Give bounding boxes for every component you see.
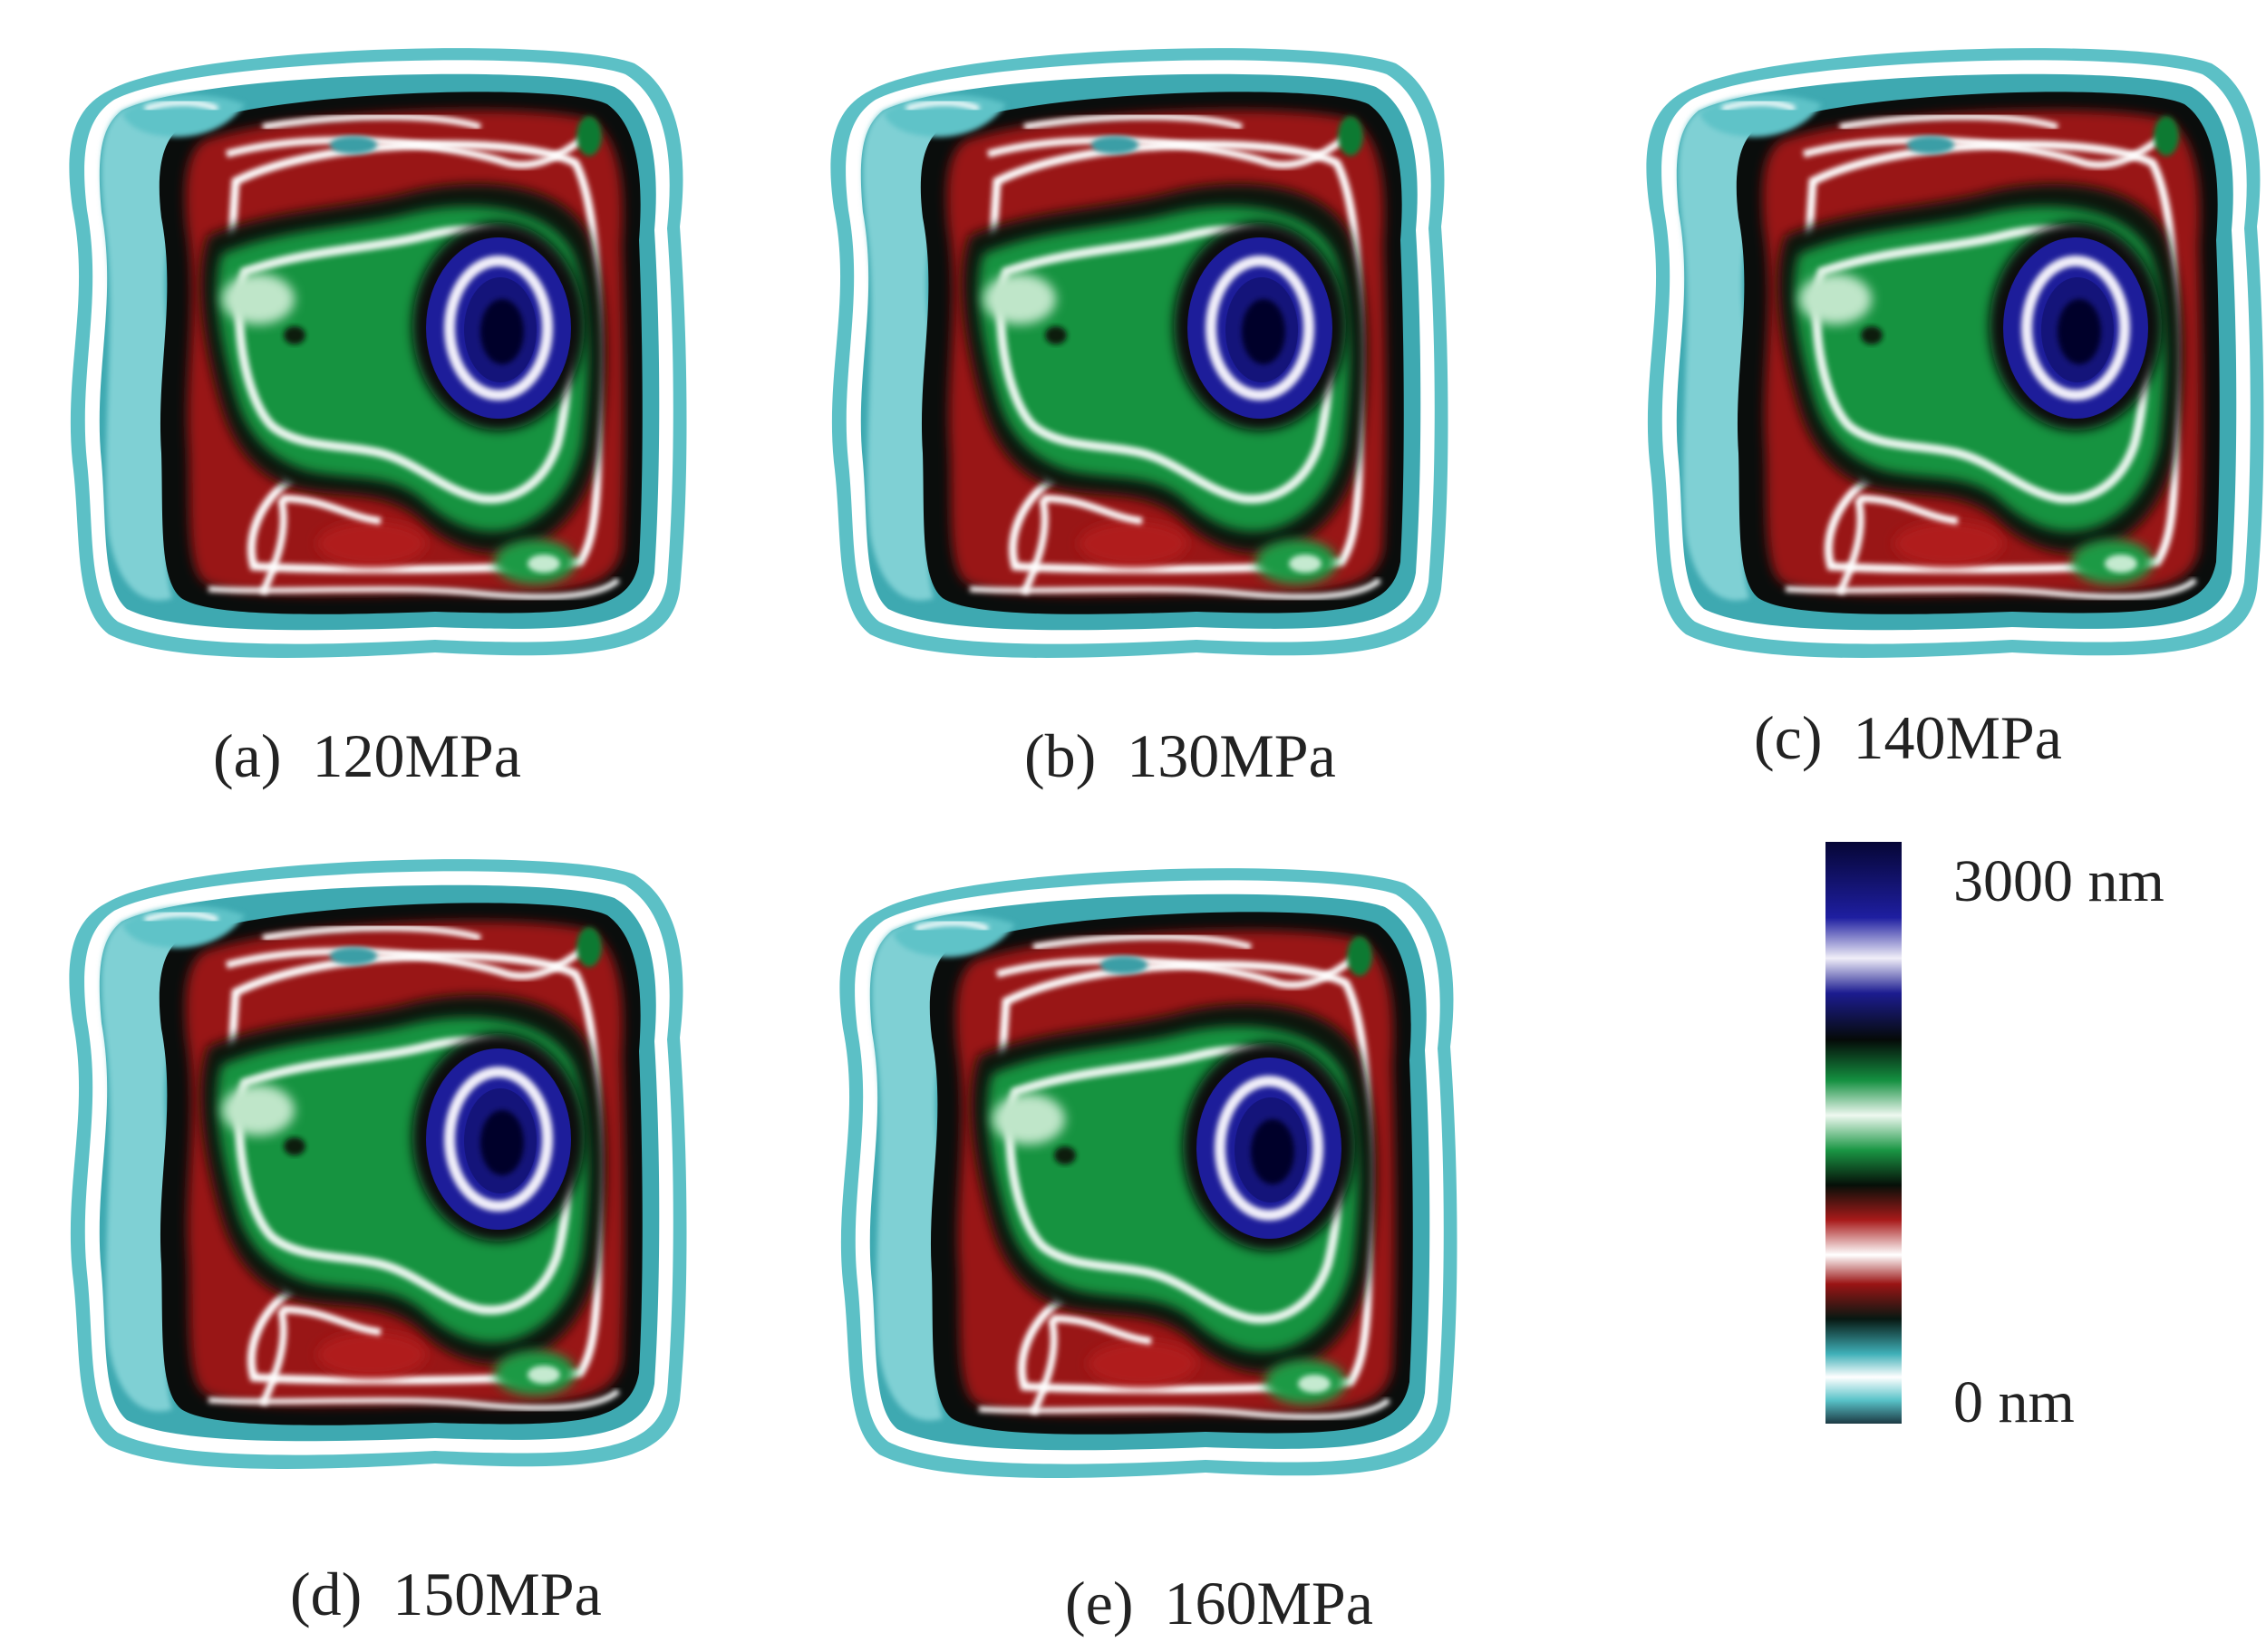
contour-map-b: [816, 27, 1450, 662]
contour-map-d: [54, 838, 689, 1473]
caption-b: (b) 130MPa: [1024, 721, 1336, 790]
colorbar-gradient: [1825, 842, 1902, 1424]
contour-map-a: [54, 27, 689, 662]
caption-c: (c) 140MPa: [1754, 703, 2062, 772]
colorbar-max-label: 3000 nm: [1953, 848, 2164, 914]
caption-e: (e) 160MPa: [1065, 1569, 1373, 1638]
contour-map-e: [825, 847, 1459, 1482]
caption-d: (d) 150MPa: [290, 1560, 602, 1628]
colorbar: 3000 nm 0 nm: [1822, 838, 2257, 1445]
caption-a: (a) 120MPa: [213, 721, 521, 790]
colorbar-min-label: 0 nm: [1953, 1369, 2075, 1435]
contour-map-c: [1632, 27, 2266, 662]
